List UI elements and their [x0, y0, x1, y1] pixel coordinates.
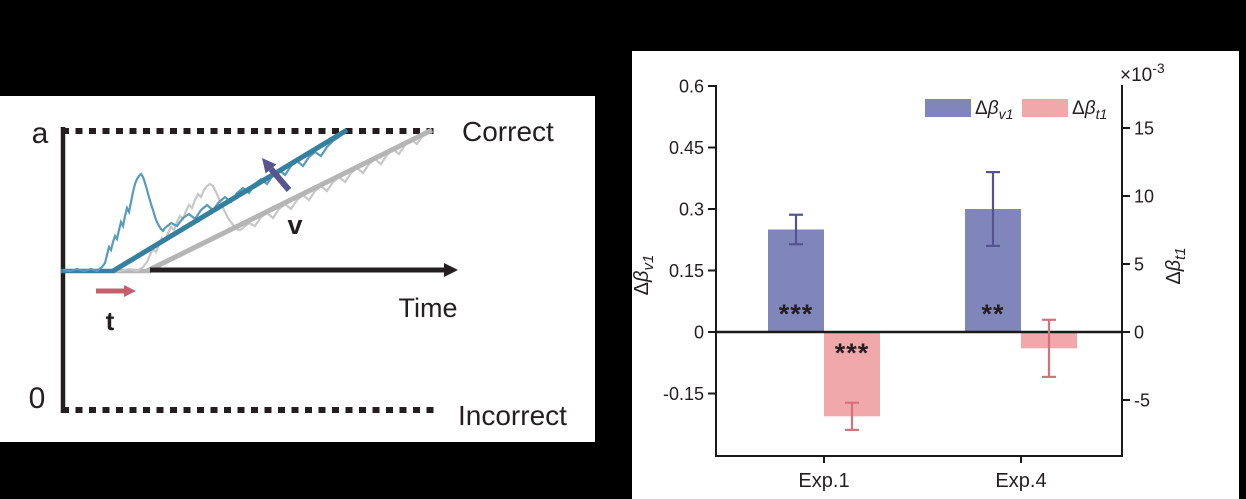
ddm-svg: a 0 Correct Incorrect Time v t — [29, 116, 567, 431]
significance-stars: ** — [981, 299, 1004, 329]
time-axis-arrowhead — [444, 263, 458, 277]
drift-line-slow — [145, 127, 434, 274]
left-y-tick-label: 0.15 — [669, 261, 704, 281]
legend-swatch-dbt1 — [1022, 99, 1068, 117]
x-tick-label: Exp.1 — [798, 470, 849, 492]
bar-chart-svg: 0.6 0.45 0.3 0.15 0 -0.15 15 10 5 0 -5 Exp.1 Exp.4 **… — [632, 60, 1189, 493]
left-y-tick-label: 0.3 — [679, 200, 704, 220]
legend-swatch-dbv1 — [925, 99, 971, 117]
drift-rate-label: v — [287, 210, 302, 240]
nondecision-arrowhead — [124, 285, 136, 297]
incorrect-label: Incorrect — [458, 400, 567, 431]
boundary-a-label: a — [32, 117, 49, 150]
drift-rate-arrow — [268, 167, 292, 192]
significance-stars: *** — [835, 338, 870, 368]
legend-label-dbv1: Δβv1 — [975, 98, 1013, 122]
drift-line-fast — [111, 127, 349, 274]
noisy-trace-fast — [62, 131, 346, 273]
bar-chart-panel: 0.6 0.45 0.3 0.15 0 -0.15 15 10 5 0 -5 Exp.1 Exp.4 **… — [632, 51, 1239, 499]
left-y-tick-label: -0.15 — [663, 384, 704, 404]
correct-label: Correct — [462, 116, 554, 147]
right-axis-multiplier: ×10-3 — [1120, 60, 1165, 86]
left-y-axis-label: Δβv1 — [632, 255, 657, 296]
right-y-tick-label: -5 — [1134, 391, 1150, 411]
legend-label-dbt1: Δβt1 — [1072, 98, 1107, 122]
ddm-schematic-panel: a 0 Correct Incorrect Time v t — [0, 96, 595, 442]
right-y-axis-label: Δβt1 — [1163, 247, 1189, 284]
left-y-tick-label: 0.6 — [679, 77, 704, 97]
right-y-tick-label: 0 — [1134, 323, 1144, 343]
x-tick-label: Exp.4 — [995, 470, 1046, 492]
left-y-tick-label: 0 — [694, 323, 704, 343]
significance-stars: *** — [779, 299, 814, 329]
drift-rate-arrowhead — [262, 158, 277, 174]
chart-generated-content: 0.6 0.45 0.3 0.15 0 -0.15 15 10 5 0 -5 Exp.1 Exp.4 **… — [663, 77, 1154, 493]
right-y-tick-label: 5 — [1134, 255, 1144, 275]
left-y-tick-label: 0.45 — [669, 138, 704, 158]
bar-exp1-v1 — [768, 229, 824, 332]
right-y-tick-label: 15 — [1134, 119, 1154, 139]
boundary-0-label: 0 — [29, 382, 46, 415]
right-y-tick-label: 10 — [1134, 187, 1154, 207]
nondecision-label: t — [106, 306, 115, 336]
time-label: Time — [399, 293, 458, 323]
